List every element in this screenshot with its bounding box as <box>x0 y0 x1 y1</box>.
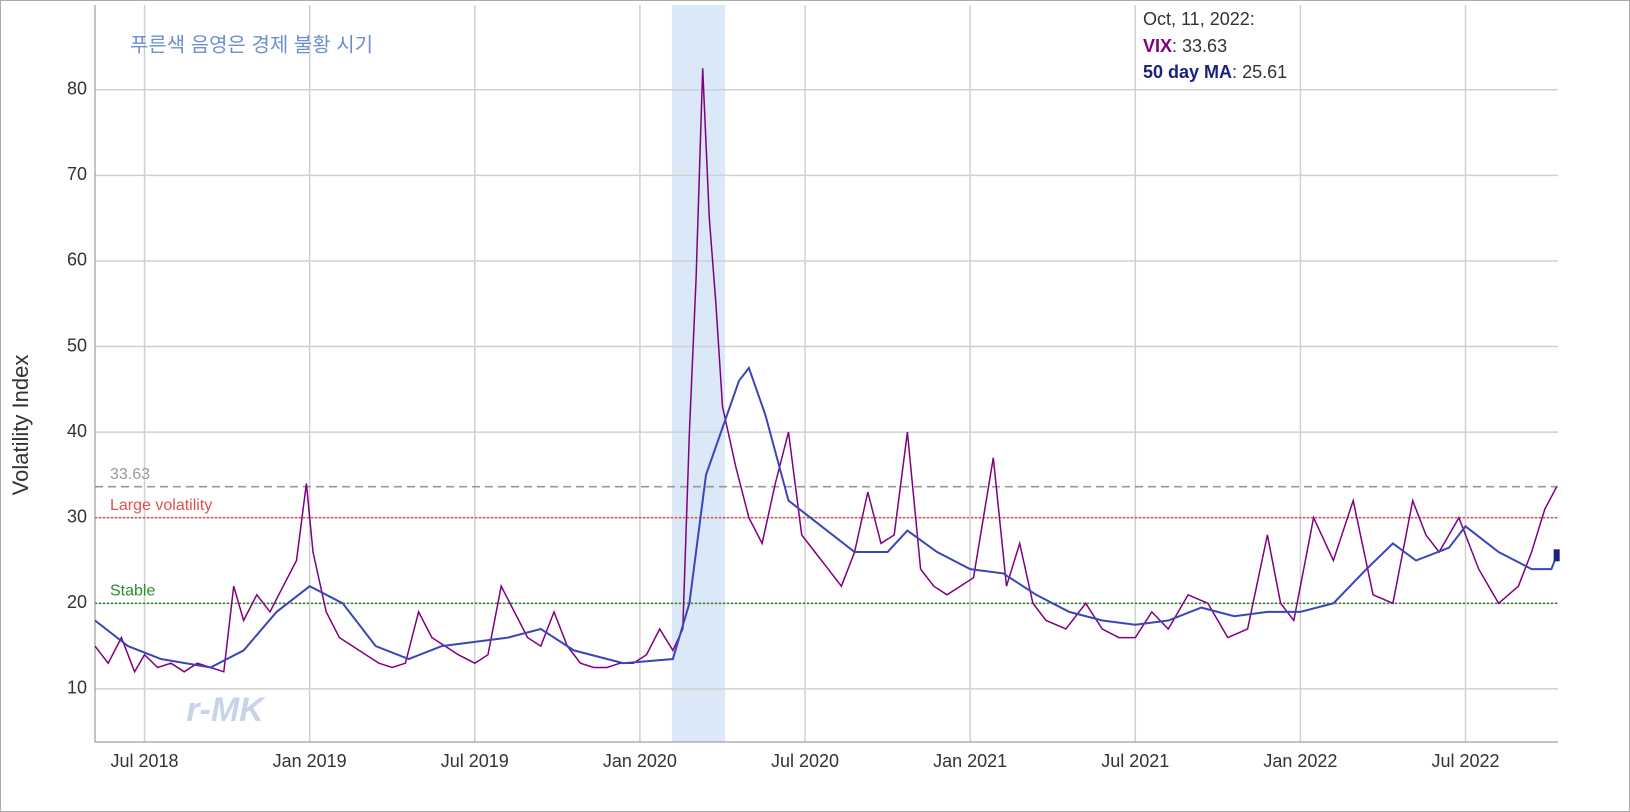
end-marker <box>1553 549 1560 562</box>
watermark: r-MK <box>186 691 266 729</box>
x-tick-label: Jul 2019 <box>441 751 509 771</box>
x-tick-label: Jul 2020 <box>771 751 839 771</box>
y-tick-label: 70 <box>67 164 87 184</box>
reference-label: Large volatility <box>110 497 212 514</box>
annotation-line: 50 day MA: 25.61 <box>1143 62 1287 82</box>
y-tick-label: 40 <box>67 421 87 441</box>
annotation-part: 25.61 <box>1242 62 1287 82</box>
y-tick-label: 30 <box>67 506 87 526</box>
series-line <box>94 68 1558 674</box>
y-tick-label: 50 <box>67 335 87 355</box>
x-tick-label: Jan 2021 <box>933 751 1007 771</box>
y-tick-label: 10 <box>67 678 87 698</box>
y-tick-label: 60 <box>67 250 87 270</box>
y-tick-label: 80 <box>67 78 87 98</box>
x-tick-label: Jul 2021 <box>1101 751 1169 771</box>
subtitle: 푸른색 음영은 경제 불황 시기 <box>130 33 373 56</box>
recession-band <box>671 5 726 742</box>
background-layer <box>95 5 1558 742</box>
annotation-date: Oct, 11, 2022: <box>1143 9 1255 29</box>
reference-label: 33.63 <box>110 466 150 483</box>
annotation-line: VIX: 33.63 <box>1143 36 1227 56</box>
foreground-layer: 10 20 30 40 50 60 70 80 Jul 2018 Jan 2019 Jul 2019… <box>67 5 1560 771</box>
x-tick-label: Jan 2020 <box>603 751 677 771</box>
x-tick-label: Jul 2018 <box>111 751 179 771</box>
y-tick-label: 20 <box>67 592 87 612</box>
series-line <box>94 365 1558 669</box>
annotation-part: 33.63 <box>1182 36 1227 56</box>
x-tick-label: Jan 2019 <box>273 751 347 771</box>
annotation-part: : <box>1232 62 1242 82</box>
x-tick-label: Jul 2022 <box>1431 751 1499 771</box>
annotation-part: VIX <box>1143 36 1172 56</box>
annotation-part: : <box>1172 36 1182 56</box>
x-tick-label: Jan 2022 <box>1263 751 1337 771</box>
reference-label: Stable <box>110 583 155 600</box>
y-axis-title: Volatility Index <box>8 355 33 496</box>
annotation-part: 50 day MA <box>1143 62 1232 82</box>
